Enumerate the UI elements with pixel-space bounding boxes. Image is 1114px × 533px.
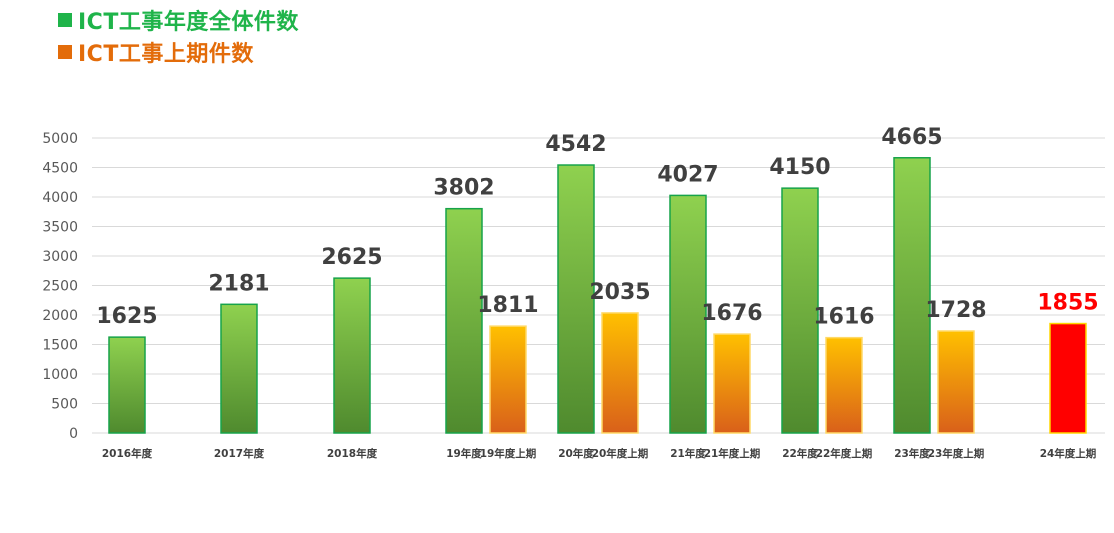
data-label-23年度上期: 1728	[925, 298, 986, 323]
x-tick-label: 19年度	[446, 447, 482, 460]
x-tick-label: 20年度上期	[592, 447, 649, 460]
data-label-2018年度: 2625	[321, 245, 382, 270]
y-tick-label: 1500	[42, 338, 78, 354]
y-tick-label: 4500	[42, 161, 78, 177]
bar-2017年度	[220, 303, 258, 434]
bar-19年度上期	[489, 325, 527, 434]
data-label-20年度: 4542	[545, 132, 606, 157]
y-tick-label: 4000	[42, 190, 78, 206]
legend-item-total: ICT工事年度全体件数	[58, 4, 299, 36]
data-label-19年度上期: 1811	[477, 293, 538, 318]
data-label-2016年度: 1625	[96, 304, 157, 329]
y-axis-ticks: 0 500 1000 1500 2000 2500 3000 3500 4000 4500 5000	[42, 131, 78, 442]
data-label-21年度: 4027	[657, 162, 718, 187]
x-tick-label: 2016年度	[102, 447, 153, 460]
x-tick-label: 21年度	[670, 447, 706, 460]
x-tick-label: 22年度	[782, 447, 818, 460]
bar-2016年度	[108, 336, 146, 434]
data-label-23年度: 4665	[881, 125, 942, 150]
legend-swatch-total	[58, 13, 72, 27]
y-tick-label: 5000	[42, 131, 78, 147]
data-label-22年度: 4150	[769, 155, 830, 180]
bar-21年度	[669, 194, 707, 434]
bar-23年度上期	[937, 330, 975, 434]
x-tick-label: 24年度上期	[1040, 447, 1097, 460]
bar-20年度	[557, 164, 595, 434]
x-tick-label: 23年度上期	[928, 447, 985, 460]
legend-item-first-half: ICT工事上期件数	[58, 36, 299, 68]
data-label-20年度上期: 2035	[589, 280, 650, 305]
legend: ICT工事年度全体件数 ICT工事上期件数	[58, 4, 299, 68]
bar-20年度上期	[601, 312, 639, 434]
x-tick-label: 23年度	[894, 447, 930, 460]
y-tick-label: 2000	[42, 308, 78, 324]
x-tick-label: 19年度上期	[480, 447, 537, 460]
bar-19年度	[445, 207, 483, 434]
data-label-24年度上期: 1855	[1037, 291, 1098, 316]
x-tick-label: 22年度上期	[816, 447, 873, 460]
x-tick-label: 21年度上期	[704, 447, 761, 460]
y-tick-label: 500	[51, 397, 78, 413]
gridlines	[92, 137, 1105, 434]
y-tick-label: 3000	[42, 249, 78, 265]
x-tick-label: 2018年度	[327, 447, 378, 460]
x-tick-label: 20年度	[558, 447, 594, 460]
bar-22年度	[781, 187, 819, 434]
legend-label-first-half: ICT工事上期件数	[78, 42, 254, 67]
data-label-2017年度: 2181	[208, 271, 269, 296]
bar-24年度上期	[1049, 322, 1087, 434]
legend-label-total: ICT工事年度全体件数	[78, 10, 299, 35]
legend-swatch-first-half	[58, 45, 72, 59]
data-labels: 1625 2181 2625 3802 1811 4542 2035 4027 1676 4150…	[96, 125, 1098, 330]
bar-23年度	[893, 157, 931, 434]
y-tick-label: 1000	[42, 367, 78, 383]
bar-21年度上期	[713, 333, 751, 434]
data-label-19年度: 3802	[433, 176, 494, 201]
y-tick-label: 3500	[42, 220, 78, 236]
data-label-21年度上期: 1676	[701, 301, 762, 326]
bar-22年度上期	[825, 336, 863, 434]
bar-2018年度	[333, 277, 371, 434]
y-tick-label: 0	[69, 426, 78, 442]
bars	[108, 157, 1087, 434]
y-tick-label: 2500	[42, 279, 78, 295]
x-tick-label: 2017年度	[214, 447, 265, 460]
data-label-22年度上期: 1616	[813, 305, 874, 330]
